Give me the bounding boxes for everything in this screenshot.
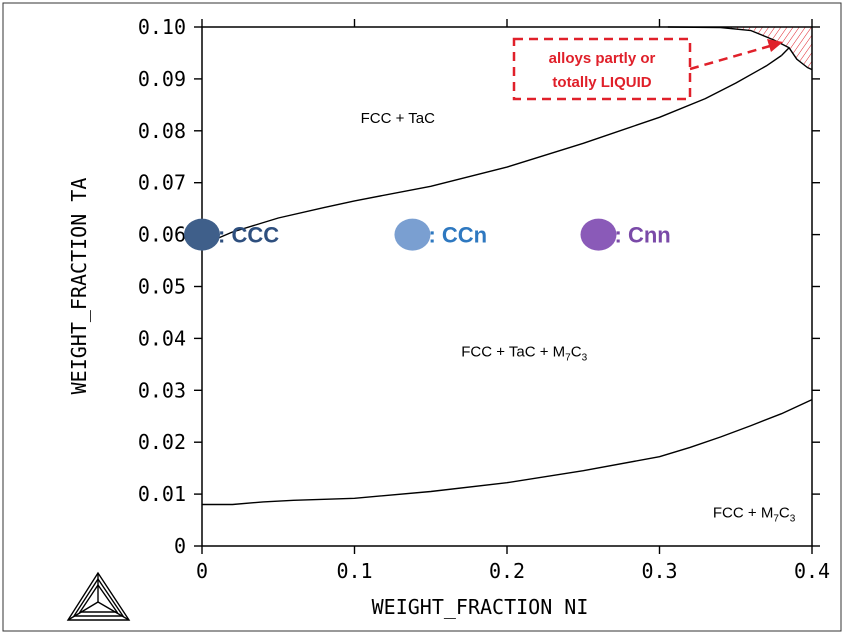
y-tick-label-8: 0.08 (138, 119, 186, 143)
x-tick-label-4: 0.4 (794, 559, 830, 583)
phase-label-3: FCC + M7C3 (713, 504, 796, 524)
phase-label-1: FCC + TaC (361, 110, 435, 127)
phase-boundary-line-4 (202, 398, 813, 506)
x-tick-label-0: 0 (196, 559, 208, 583)
marker-label-3: : Cnn (615, 223, 671, 248)
y-tick-label-9: 0.09 (138, 67, 186, 91)
y-tick-label-1: 0.01 (138, 482, 186, 506)
y-tick-label-7: 0.07 (138, 171, 186, 195)
y-tick-label-10: 0.10 (138, 15, 186, 39)
liquid-annotation-arrowhead-icon (767, 39, 783, 52)
y-tick-label-3: 0.03 (138, 378, 186, 402)
y-tick-label-2: 0.02 (138, 430, 186, 454)
marker-3 (580, 218, 617, 251)
phase-boundary-line-3 (781, 47, 813, 71)
liquid-annotation-arrow-line (689, 44, 771, 71)
liquid-annotation-box (512, 37, 692, 101)
x-tick-label-3: 0.3 (641, 559, 677, 583)
marker-label-2: : CCn (428, 223, 487, 248)
y-tick-label-5: 0.05 (138, 275, 186, 299)
liquid-region (667, 27, 812, 70)
x-tick-label-2: 0.2 (489, 559, 525, 583)
y-axis-label: WEIGHT_FRACTION TA (67, 178, 91, 395)
marker-1 (184, 218, 220, 251)
phase-boundary-line-1 (201, 54, 782, 246)
marker-label-1: : CCC (218, 223, 279, 248)
liquid-annotation-line-2: totally LIQUID (552, 74, 651, 91)
thermo-calc-logo-icon (66, 571, 131, 621)
marker-2 (394, 218, 431, 251)
y-tick-label-6: 0.06 (138, 223, 186, 247)
x-tick-label-1: 0.1 (336, 559, 372, 583)
phase-label-2: FCC + TaC + M7C3 (461, 344, 587, 364)
y-tick-label-0: 0 (174, 534, 186, 558)
x-axis-label: WEIGHT_FRACTION NI (372, 595, 589, 619)
liquid-annotation-line-1: alloys partly or (549, 50, 656, 67)
y-tick-label-4: 0.04 (138, 326, 186, 350)
plot-frame (201, 26, 813, 547)
